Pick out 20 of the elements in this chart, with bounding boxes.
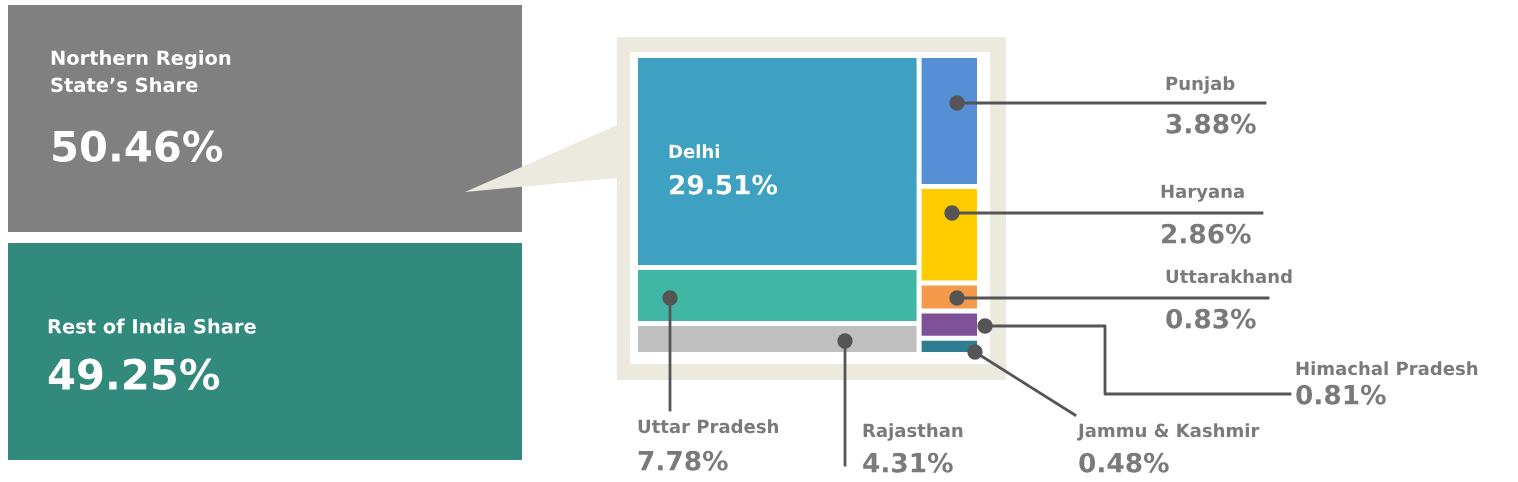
data-label: 0.83% (1166, 308, 1256, 329)
category-label: Rest of India Share (48, 318, 256, 334)
category-label: Himachal Pradesh (1296, 361, 1478, 376)
data-label: 0.48% (1079, 452, 1169, 473)
category-label: Delhi (669, 144, 719, 159)
data-label: 2.86% (1162, 223, 1251, 244)
category-label: Uttarakhand (1166, 269, 1292, 284)
data-label: 29.51% (670, 174, 778, 195)
category-label: Northern Region State’s Share (51, 50, 231, 93)
category-label: Uttar Pradesh (638, 419, 778, 434)
data-label: 4.31% (863, 452, 953, 473)
category-label: Punjab (1166, 76, 1235, 94)
category-label: Rajasthan (863, 423, 963, 441)
category-label: Jammu & Kashmir (1076, 423, 1260, 441)
data-label: 49.25% (48, 358, 220, 391)
data-label: 7.78% (638, 450, 728, 471)
data-label: 3.88% (1166, 113, 1256, 134)
category-label: Haryana (1161, 184, 1244, 202)
data-label: 0.81% (1296, 384, 1386, 405)
data-label: 50.46% (53, 130, 223, 163)
